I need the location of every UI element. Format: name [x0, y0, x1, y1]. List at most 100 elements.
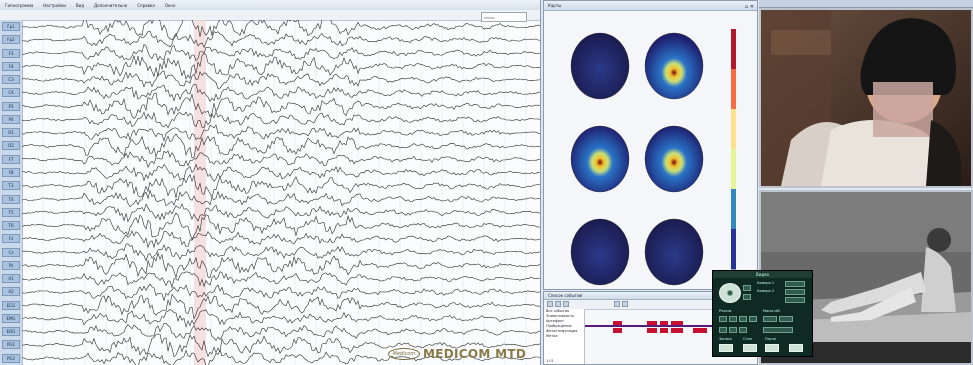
camera-1-button[interactable] [785, 281, 805, 287]
menu-item-6[interactable]: Окно [164, 2, 176, 8]
pause-button[interactable] [739, 316, 747, 322]
maps-title: Карты [548, 3, 562, 8]
channel-label[interactable]: EMG [2, 313, 20, 323]
channel-label[interactable]: Fp2 [2, 35, 20, 45]
channel-label[interactable]: P3 [2, 101, 20, 111]
list-item[interactable]: Артефакт [546, 319, 565, 323]
events-track[interactable] [585, 309, 757, 364]
menu-item-3[interactable]: Вид [75, 2, 84, 8]
channel-label[interactable]: F3 [2, 48, 20, 58]
events-filter-button[interactable] [622, 301, 628, 307]
colorbar-segment [731, 189, 736, 230]
events-prev-button[interactable] [555, 301, 561, 307]
video-camera-1[interactable] [759, 8, 973, 188]
maps-window-controls-icon[interactable]: ▫ ✕ [744, 4, 754, 10]
channel-label[interactable]: PG2 [2, 353, 20, 363]
list-item[interactable]: Эпиактивность [546, 314, 575, 318]
channel-label[interactable]: Pz [2, 260, 20, 270]
joystick-center-button[interactable] [727, 290, 733, 296]
list-item[interactable]: Метка [546, 334, 558, 338]
channel-label[interactable]: T3 [2, 181, 20, 191]
eeg-channel-trace [22, 212, 540, 241]
brain-map-6[interactable] [644, 218, 704, 286]
list-item[interactable]: Фотостимуляция [546, 329, 578, 333]
zoom-in-button[interactable] [763, 316, 777, 322]
channel-label[interactable]: EOG [2, 327, 20, 337]
record-button[interactable] [719, 316, 727, 322]
medicom-logo: Medicom [388, 348, 420, 360]
eeg-channel-trace [22, 322, 540, 342]
eeg-channel-trace [22, 251, 540, 279]
channel-label[interactable]: O1 [2, 128, 20, 138]
medicom-brand-text: MEDICOM MTD [423, 347, 527, 361]
eeg-channel-trace [22, 283, 540, 302]
camera-2-button[interactable] [785, 289, 805, 295]
event-marker[interactable] [613, 321, 622, 326]
mode-button[interactable] [785, 297, 805, 303]
control-button[interactable] [743, 344, 757, 352]
events-list[interactable]: Все события Эпиактивность Артефакт Пробу… [544, 309, 585, 364]
event-marker[interactable] [613, 328, 622, 333]
events-next-button[interactable] [563, 301, 569, 307]
brain-map-2[interactable] [644, 32, 704, 100]
eeg-channel-trace [22, 83, 540, 103]
channel-label[interactable]: Cz [2, 247, 20, 257]
channel-label[interactable]: ECG [2, 300, 20, 310]
eeg-search-input[interactable] [481, 12, 527, 22]
event-marker[interactable] [647, 321, 657, 326]
eeg-channel-trace [22, 70, 540, 89]
list-item[interactable]: Все события [546, 309, 569, 313]
events-zoom-button[interactable] [614, 301, 620, 307]
channel-label[interactable]: F8 [2, 167, 20, 177]
eeg-channel-trace [22, 92, 540, 119]
brain-map-4[interactable] [644, 125, 704, 193]
control-button[interactable] [719, 327, 727, 333]
eeg-channel-trace [22, 163, 540, 182]
control-button[interactable] [749, 316, 757, 322]
control-button[interactable] [719, 344, 733, 352]
channel-label[interactable]: C4 [2, 88, 20, 98]
brain-map-3[interactable] [570, 125, 630, 193]
event-marker[interactable] [660, 321, 668, 326]
channel-label[interactable]: C3 [2, 75, 20, 85]
event-marker[interactable] [647, 328, 657, 333]
channel-label[interactable]: P4 [2, 114, 20, 124]
menu-item-2[interactable]: Настройки [43, 2, 66, 8]
channel-label[interactable]: Fz [2, 234, 20, 244]
channel-label[interactable]: T4 [2, 194, 20, 204]
stop-button[interactable] [729, 316, 737, 322]
menu-item-1[interactable]: Гипнограмма [5, 2, 34, 8]
channel-label[interactable]: A2 [2, 287, 20, 297]
event-marker[interactable] [660, 328, 668, 333]
list-item[interactable]: Пробуждение [546, 324, 572, 328]
channel-label[interactable]: O2 [2, 141, 20, 151]
control-button[interactable] [743, 285, 751, 291]
event-marker[interactable] [693, 328, 707, 333]
channel-label[interactable]: T5 [2, 207, 20, 217]
event-marker[interactable] [671, 321, 683, 326]
channel-label[interactable]: A1 [2, 274, 20, 284]
brain-map-5[interactable] [570, 218, 630, 286]
eeg-toolbar [0, 10, 540, 22]
zoom-out-button[interactable] [779, 316, 793, 322]
eeg-channel-trace [22, 203, 540, 223]
control-button[interactable] [739, 327, 747, 333]
eeg-trace-canvas[interactable] [22, 20, 541, 365]
control-button[interactable] [763, 327, 793, 333]
channel-label[interactable]: PG1 [2, 340, 20, 350]
eeg-channel-trace [22, 133, 540, 159]
channel-label[interactable]: F7 [2, 154, 20, 164]
channel-label[interactable]: Fp1 [2, 22, 20, 31]
channel-label[interactable]: F4 [2, 61, 20, 71]
brain-map-1[interactable] [570, 32, 630, 100]
control-button[interactable] [743, 294, 751, 300]
control-button[interactable] [765, 344, 779, 352]
control-button[interactable] [729, 327, 737, 333]
channel-label[interactable]: T6 [2, 221, 20, 231]
events-play-button[interactable] [547, 301, 553, 307]
menu-item-5[interactable]: Справка [137, 2, 155, 8]
eeg-channel-trace [22, 293, 540, 320]
control-button[interactable] [789, 344, 803, 352]
event-marker[interactable] [671, 328, 683, 333]
menu-item-4[interactable]: Дополнительно [94, 2, 128, 8]
